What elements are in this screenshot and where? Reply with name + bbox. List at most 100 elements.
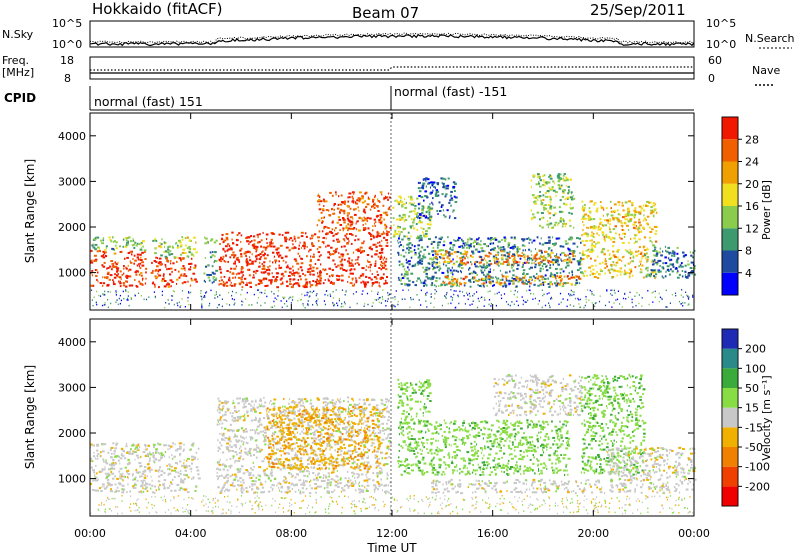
colorbar-tick: 8 bbox=[745, 245, 752, 258]
colorbar-swatch bbox=[722, 272, 738, 295]
noise-left-label: N.Sky bbox=[2, 28, 34, 41]
power-panel: 1000 2000 3000 4000 Slant Range [km] bbox=[23, 112, 697, 311]
x-tick-label: 04:00 bbox=[175, 527, 207, 540]
colorbar-swatch bbox=[722, 466, 738, 487]
echo-region bbox=[606, 446, 697, 495]
echo-region bbox=[580, 373, 647, 476]
echo-region bbox=[431, 478, 606, 495]
colorbar-swatch bbox=[722, 183, 738, 206]
time-axis: 00:00 04:00 08:00 12:00 16:00 20:00 00:00 bbox=[74, 113, 710, 540]
colorbar-swatch bbox=[722, 329, 738, 349]
velocity-ylabel: Slant Range [km] bbox=[23, 365, 37, 469]
noise-sky-trace bbox=[89, 33, 695, 47]
colorbar-swatch bbox=[722, 447, 738, 467]
echo-region bbox=[91, 236, 147, 252]
velocity-panel: 1000 2000 3000 4000 Slant Range [km] bbox=[23, 318, 697, 517]
echo-region bbox=[152, 236, 198, 259]
echo-region bbox=[90, 442, 201, 494]
freq-left-tick-bottom: 8 bbox=[64, 72, 71, 85]
colorbar-swatch bbox=[722, 388, 738, 408]
colorbar-tick: 16 bbox=[745, 200, 759, 213]
colorbar-tick: 28 bbox=[745, 133, 759, 146]
ground-clutter bbox=[90, 289, 694, 309]
nave-trace bbox=[90, 66, 694, 71]
cpid-label: CPID bbox=[4, 91, 36, 105]
y-tick-label: 3000 bbox=[58, 175, 86, 188]
x-tick-label: 08:00 bbox=[275, 527, 307, 540]
beam-label: Beam 07 bbox=[352, 4, 419, 22]
power-y-ticks: 1000 2000 3000 4000 bbox=[58, 130, 694, 280]
echo-region bbox=[492, 374, 584, 417]
y-tick-label: 1000 bbox=[58, 267, 86, 280]
noise-panel: N.Sky 10^5 10^0 10^5 10^0 N.Search bbox=[2, 17, 795, 51]
y-tick-label: 2000 bbox=[58, 221, 86, 234]
colorbar-tick: 200 bbox=[745, 343, 766, 356]
colorbar-tick: -50 bbox=[745, 441, 763, 454]
velocity-colorbar-title: Velocity [m s⁻¹] bbox=[760, 375, 773, 460]
colorbar-swatch bbox=[722, 368, 738, 388]
power-colorbar-title: Power [dB] bbox=[760, 180, 773, 240]
cpid-segment-2: normal (fast) -151 bbox=[394, 84, 507, 99]
colorbar-swatch bbox=[722, 427, 738, 447]
colorbar-swatch bbox=[722, 407, 738, 428]
colorbar-tick: 24 bbox=[745, 156, 759, 169]
colorbar-swatch bbox=[722, 139, 738, 162]
noise-left-tick-bottom: 10^0 bbox=[52, 38, 82, 51]
velocity-y-ticks: 1000 2000 3000 4000 bbox=[58, 336, 694, 486]
echo-region bbox=[266, 405, 381, 472]
colorbar-tick: 50 bbox=[745, 382, 759, 395]
colorbar-swatch bbox=[722, 228, 738, 251]
nave-right-tick-top: 60 bbox=[708, 54, 722, 67]
colorbar-swatch bbox=[722, 161, 738, 184]
ground-clutter bbox=[90, 495, 695, 515]
colorbar-tick: 15 bbox=[745, 402, 759, 415]
x-tick-label: 12:00 bbox=[376, 527, 408, 540]
echo-region bbox=[90, 249, 148, 288]
colorbar-tick: 100 bbox=[745, 362, 766, 375]
echo-region bbox=[150, 256, 198, 289]
colorbar-tick: 4 bbox=[745, 267, 752, 280]
freq-label-line2: [MHz] bbox=[2, 66, 34, 79]
cpid-segment-1: normal (fast) 151 bbox=[94, 94, 203, 109]
noise-right-label: N.Search bbox=[745, 32, 795, 45]
colorbar-tick: 12 bbox=[745, 222, 759, 235]
noise-left-tick-top: 10^5 bbox=[52, 17, 82, 30]
power-ylabel: Slant Range [km] bbox=[23, 159, 37, 263]
velocity-colorbar: 200 100 50 15 -15 -50 -100 -200 bbox=[721, 328, 770, 507]
y-tick-label: 1000 bbox=[58, 473, 86, 486]
colorbar-swatch bbox=[722, 348, 738, 369]
echo-region bbox=[530, 173, 576, 229]
colorbar-swatch bbox=[722, 250, 738, 273]
colorbar-swatch bbox=[722, 117, 738, 140]
y-tick-label: 4000 bbox=[58, 130, 86, 143]
colorbar-tick: -15 bbox=[745, 421, 763, 434]
colorbar-swatch bbox=[722, 206, 738, 229]
nave-right-tick-bottom: 0 bbox=[708, 72, 715, 85]
echo-region bbox=[316, 191, 392, 234]
cpid-panel: CPID normal (fast) 151 normal (fast) -15… bbox=[4, 84, 694, 111]
noise-right-tick-bottom: 10^0 bbox=[706, 38, 736, 51]
echo-region bbox=[218, 231, 389, 289]
frequency-panel: Freq. [MHz] 18 8 60 0 Nave bbox=[2, 54, 780, 86]
power-echo-regions bbox=[90, 173, 697, 309]
colorbar-tick: 20 bbox=[745, 178, 759, 191]
echo-region bbox=[434, 249, 575, 266]
colorbar-tick: -100 bbox=[745, 461, 770, 474]
power-colorbar: 28 24 20 16 12 8 4 bbox=[721, 116, 759, 296]
nave-label: Nave bbox=[752, 64, 780, 77]
y-tick-label: 4000 bbox=[58, 336, 86, 349]
noise-right-tick-top: 10^5 bbox=[706, 17, 736, 30]
y-tick-label: 2000 bbox=[58, 427, 86, 440]
echo-region bbox=[581, 200, 659, 280]
radar-title: Hokkaido (fitACF) bbox=[92, 0, 223, 18]
velocity-echo-regions bbox=[90, 373, 697, 515]
colorbar-swatch bbox=[722, 486, 738, 506]
echo-region bbox=[442, 275, 582, 286]
y-tick-label: 3000 bbox=[58, 381, 86, 394]
x-tick-label: 20:00 bbox=[577, 527, 609, 540]
echo-region bbox=[397, 378, 432, 422]
x-tick-label: 00:00 bbox=[74, 527, 106, 540]
echo-region bbox=[203, 236, 219, 284]
echo-region bbox=[397, 419, 571, 476]
noise-search-trace bbox=[89, 32, 695, 44]
